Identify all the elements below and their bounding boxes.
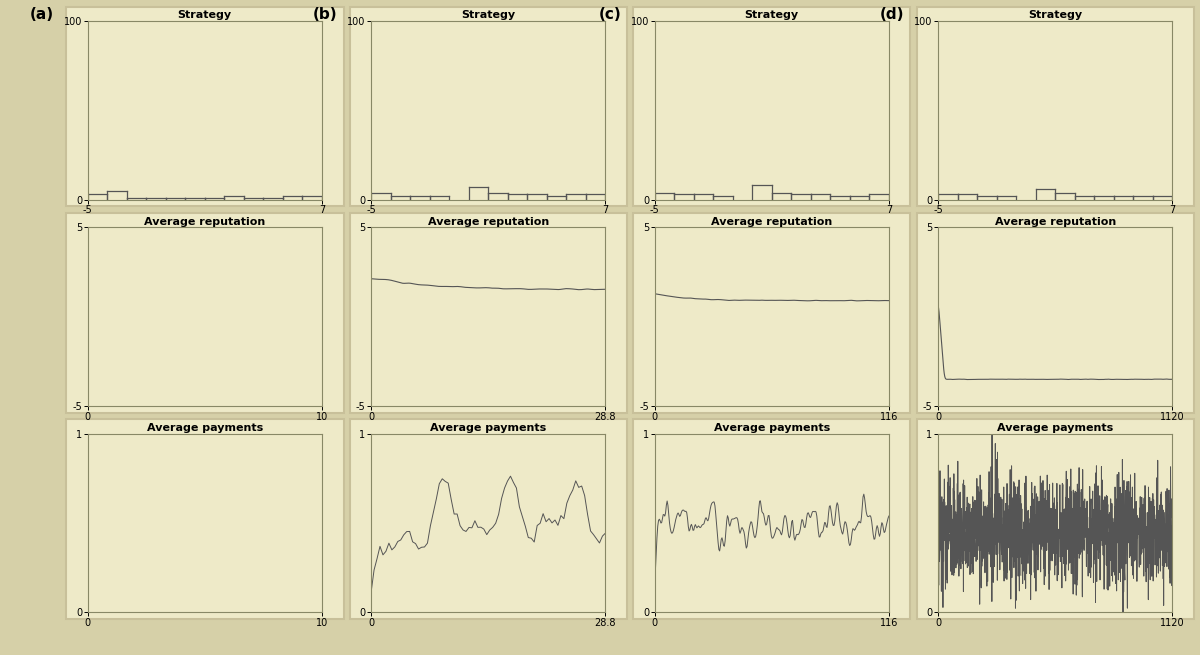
- Text: (a): (a): [30, 7, 54, 22]
- Title: Average payments: Average payments: [146, 423, 263, 433]
- Title: Average reputation: Average reputation: [144, 217, 265, 227]
- Title: Strategy: Strategy: [461, 10, 515, 20]
- Title: Average payments: Average payments: [430, 423, 546, 433]
- Title: Average reputation: Average reputation: [712, 217, 833, 227]
- Title: Average reputation: Average reputation: [995, 217, 1116, 227]
- Text: (b): (b): [313, 7, 337, 22]
- Title: Average payments: Average payments: [714, 423, 830, 433]
- Text: (c): (c): [599, 7, 622, 22]
- Text: (d): (d): [880, 7, 905, 22]
- Title: Average reputation: Average reputation: [427, 217, 548, 227]
- Title: Average payments: Average payments: [997, 423, 1114, 433]
- Title: Strategy: Strategy: [1028, 10, 1082, 20]
- Title: Strategy: Strategy: [178, 10, 232, 20]
- Title: Strategy: Strategy: [745, 10, 799, 20]
